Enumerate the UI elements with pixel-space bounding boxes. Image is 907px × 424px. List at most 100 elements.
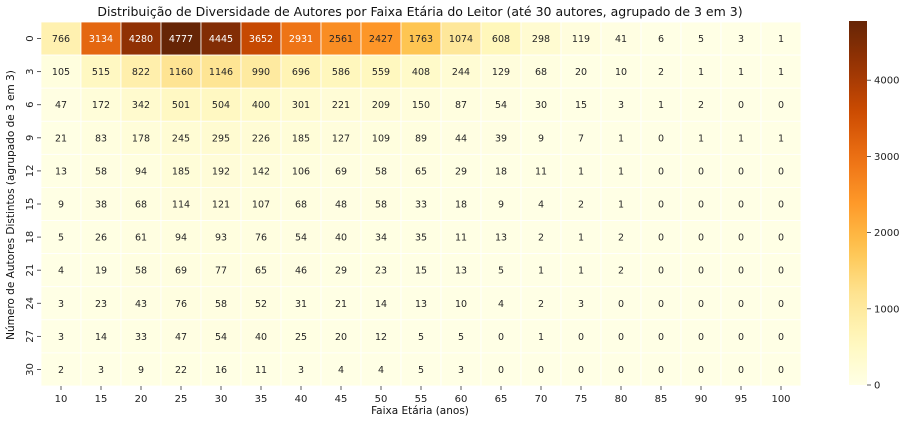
heatmap-cell — [400, 87, 442, 122]
heatmap-cell — [760, 120, 802, 155]
cell-value-label: 29 — [335, 266, 347, 277]
cell-value-label: 185 — [292, 133, 310, 144]
cell-value-label: 35 — [415, 233, 427, 244]
heatmap-cell — [120, 352, 162, 387]
cell-value-label: 1 — [698, 133, 704, 144]
cell-value-label: 39 — [495, 133, 507, 144]
cell-value-label: 0 — [698, 166, 704, 177]
colorbar-tick-label: 2000 — [874, 228, 899, 239]
heatmap-cell — [720, 21, 762, 56]
cell-value-label: 2 — [618, 233, 624, 244]
cell-value-label: 2 — [618, 266, 624, 277]
heatmap-cell — [640, 21, 682, 56]
heatmap-cell — [680, 21, 722, 56]
cell-value-label: 0 — [498, 332, 504, 343]
heatmap-cell — [640, 319, 682, 354]
heatmap-cell — [160, 54, 202, 89]
heatmap-cell — [280, 120, 322, 155]
cell-value-label: 1 — [738, 133, 744, 144]
chart-title: Distribuição de Diversidade de Autores p… — [97, 4, 742, 19]
y-tick-label: 3 — [25, 68, 36, 74]
cell-value-label: 1 — [578, 266, 584, 277]
heatmap-cell — [200, 286, 242, 321]
heatmap-cell — [40, 54, 82, 89]
cell-value-label: 226 — [252, 133, 270, 144]
x-tick-label: 30 — [215, 394, 228, 405]
heatmap-cell — [760, 352, 802, 387]
cell-value-label: 69 — [175, 266, 187, 277]
cell-value-label: 31 — [295, 299, 307, 310]
cell-value-label: 1 — [618, 166, 624, 177]
cell-value-label: 245 — [172, 133, 190, 144]
cell-value-label: 26 — [95, 233, 107, 244]
heatmap-cell — [160, 87, 202, 122]
cell-value-label: 0 — [698, 233, 704, 244]
cell-value-label: 7 — [578, 133, 584, 144]
cell-value-label: 295 — [212, 133, 230, 144]
cell-value-label: 209 — [372, 100, 390, 111]
cell-value-label: 68 — [295, 200, 307, 211]
heatmap-cell — [520, 187, 562, 221]
cell-value-label: 0 — [538, 365, 544, 376]
cell-value-label: 1 — [578, 166, 584, 177]
colorbar-tick-label: 4000 — [874, 76, 899, 87]
heatmap-cell — [440, 120, 482, 155]
colorbar-tick-label: 0 — [874, 381, 880, 392]
cell-value-label: 83 — [95, 133, 107, 144]
heatmap-cell — [280, 87, 322, 122]
heatmap-cell — [240, 220, 282, 255]
heatmap-cell — [240, 253, 282, 288]
heatmap-cell — [520, 220, 562, 255]
cell-value-label: 0 — [778, 266, 784, 277]
heatmap-cell — [680, 220, 722, 255]
y-tick-label: 24 — [25, 297, 36, 310]
heatmap-cell — [480, 352, 522, 387]
heatmap-cell — [760, 253, 802, 288]
heatmap-cell — [240, 21, 282, 56]
x-tick-label: 100 — [771, 394, 790, 405]
cell-value-label: 1 — [778, 34, 784, 45]
x-tick-label: 60 — [455, 394, 468, 405]
heatmap-cell — [600, 87, 642, 122]
heatmap-cell — [360, 352, 402, 387]
cell-value-label: 52 — [255, 299, 267, 310]
cell-value-label: 22 — [175, 365, 187, 376]
cell-value-label: 10 — [615, 67, 627, 78]
heatmap-cell — [320, 319, 362, 354]
y-tick-label: 6 — [25, 102, 36, 108]
cell-value-label: 107 — [252, 200, 270, 211]
cell-value-label: 0 — [738, 332, 744, 343]
cell-value-label: 0 — [658, 233, 664, 244]
cell-value-label: 9 — [538, 133, 544, 144]
cell-value-label: 608 — [492, 34, 510, 45]
y-tick-label: 12 — [25, 165, 36, 178]
heatmap-cell — [680, 87, 722, 122]
cell-value-label: 559 — [372, 67, 390, 78]
heatmap-cell — [640, 87, 682, 122]
cell-value-label: 0 — [778, 100, 784, 111]
heatmap-cell — [720, 187, 762, 221]
cell-value-label: 0 — [698, 365, 704, 376]
heatmap-cell — [360, 286, 402, 321]
cell-value-label: 185 — [172, 166, 190, 177]
cell-value-label: 1763 — [409, 34, 433, 45]
heatmap-cell — [320, 286, 362, 321]
cell-value-label: 298 — [532, 34, 550, 45]
cell-value-label: 76 — [175, 299, 187, 310]
y-axis-label: Número de Autores Distintos (agrupado de… — [5, 70, 17, 340]
cell-value-label: 0 — [738, 200, 744, 211]
x-tick-label: 95 — [735, 394, 748, 405]
cell-value-label: 20 — [335, 332, 347, 343]
y-tick-label: 9 — [25, 135, 36, 141]
heatmap-cell — [680, 352, 722, 387]
heatmap-cell — [320, 54, 362, 89]
heatmap-cell — [80, 319, 122, 354]
cell-value-label: 0 — [658, 332, 664, 343]
cell-value-label: 54 — [215, 332, 227, 343]
cell-value-label: 0 — [658, 166, 664, 177]
heatmap-cell — [280, 220, 322, 255]
cell-value-label: 1 — [578, 233, 584, 244]
y-tick-label: 30 — [25, 363, 36, 376]
cell-value-label: 19 — [95, 266, 107, 277]
heatmap-cell — [120, 286, 162, 321]
